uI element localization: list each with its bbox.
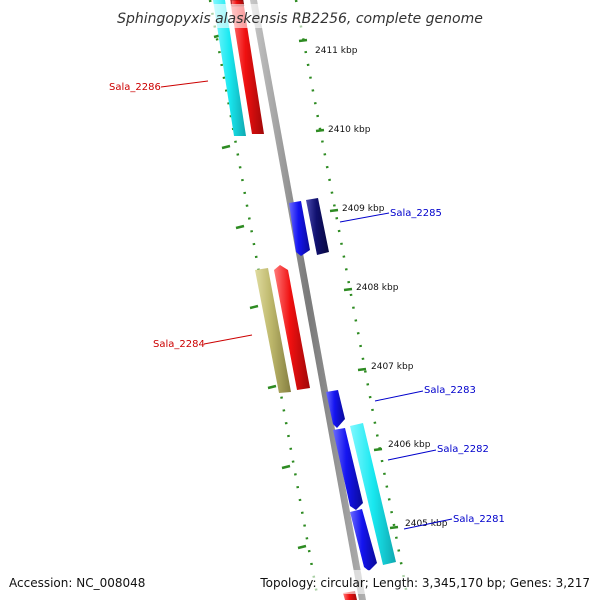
leader-sala-2283 xyxy=(374,390,424,402)
tick-label-2406: 2406 kbp xyxy=(388,440,431,450)
genome-title: Sphingopyxis alaskensis RB2256, complete… xyxy=(117,11,483,27)
title-backdrop xyxy=(110,4,494,28)
tick-mark xyxy=(389,525,399,530)
gene-sala-2283-cds[interactable] xyxy=(326,390,345,428)
leader-sala-2282 xyxy=(387,449,437,461)
outer-ring-dotted xyxy=(294,0,410,600)
accession-text: Accession: NC_008048 xyxy=(9,576,145,590)
genome-info-text: Topology: circular; Length: 3,345,170 bp… xyxy=(259,576,590,590)
tick-mark xyxy=(235,224,245,230)
leader-sala-2284 xyxy=(203,334,253,345)
tick-mark xyxy=(329,208,339,213)
tick-mark xyxy=(343,287,353,292)
gene-label-sala-2282[interactable]: Sala_2282 xyxy=(437,444,489,455)
tick-mark xyxy=(315,128,325,133)
tick-label-2410: 2410 kbp xyxy=(328,125,371,135)
gene-sala-2284-khaki[interactable] xyxy=(255,268,291,393)
gene-sala-2286-cds[interactable] xyxy=(230,0,264,134)
tick-mark xyxy=(298,38,308,43)
tick-mark xyxy=(249,304,259,310)
gene-sala-2284-cds[interactable] xyxy=(274,265,310,390)
tick-mark xyxy=(221,144,231,150)
tick-mark xyxy=(357,367,367,372)
leader-sala-2285 xyxy=(339,212,390,223)
gene-label-sala-2281[interactable]: Sala_2281 xyxy=(453,514,505,525)
gene-sala-2285-cds[interactable] xyxy=(289,201,310,256)
gene-sala-2281-cds[interactable] xyxy=(350,509,377,571)
gene-sala-2282-cds[interactable] xyxy=(333,428,363,510)
gene-label-sala-2285[interactable]: Sala_2285 xyxy=(390,208,442,219)
gene-sala-2286-cyan[interactable] xyxy=(213,0,246,136)
tick-label-2411: 2411 kbp xyxy=(315,46,358,56)
gene-labels: Sala_2286 Sala_2285 Sala_2284 Sala_2283 … xyxy=(109,82,505,525)
tick-label-2409: 2409 kbp xyxy=(342,204,385,214)
gene-label-sala-2284[interactable]: Sala_2284 xyxy=(153,339,205,350)
tick-mark xyxy=(267,384,277,390)
label-leaders xyxy=(160,80,453,530)
gene-label-sala-2286[interactable]: Sala_2286 xyxy=(109,82,161,93)
genome-backbone xyxy=(250,0,366,600)
tick-mark xyxy=(297,544,307,550)
tick-label-2408: 2408 kbp xyxy=(356,283,399,293)
tick-mark xyxy=(281,464,291,470)
footer-backdrop xyxy=(0,570,600,594)
gene-label-sala-2283[interactable]: Sala_2283 xyxy=(424,385,476,396)
leader-sala-2281 xyxy=(403,518,453,530)
tick-label-2407: 2407 kbp xyxy=(371,362,414,372)
tick-mark xyxy=(373,447,383,452)
gene-sala-2285-dark[interactable] xyxy=(306,198,329,255)
gene-sala-2282-cyan[interactable] xyxy=(350,423,396,565)
tick-marks xyxy=(213,33,399,550)
leader-sala-2286 xyxy=(160,80,209,88)
inner-ring-dotted xyxy=(208,0,320,600)
